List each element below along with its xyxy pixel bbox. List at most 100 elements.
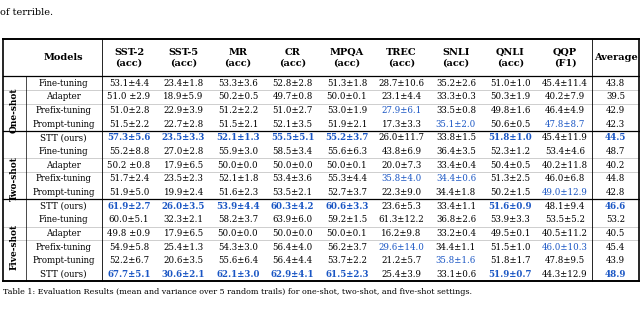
- Text: 40.5±11.2: 40.5±11.2: [542, 229, 588, 238]
- Text: 44.3±12.9: 44.3±12.9: [542, 270, 588, 279]
- Text: 54.3±3.0: 54.3±3.0: [218, 242, 258, 252]
- Text: 27.0±2.8: 27.0±2.8: [163, 147, 204, 156]
- Text: 45.4: 45.4: [606, 242, 625, 252]
- Text: 51.5±2.2: 51.5±2.2: [109, 120, 149, 129]
- Text: 51.0±1.0: 51.0±1.0: [490, 79, 531, 88]
- Text: MPQA
(acc): MPQA (acc): [330, 48, 364, 67]
- Text: 42.9: 42.9: [606, 106, 625, 115]
- Text: 47.8±9.5: 47.8±9.5: [545, 256, 585, 265]
- Text: 53.9±4.4: 53.9±4.4: [216, 202, 260, 211]
- Text: 53.3±3.6: 53.3±3.6: [218, 79, 258, 88]
- Text: 19.9±2.4: 19.9±2.4: [163, 188, 204, 197]
- Text: 44.8: 44.8: [606, 174, 625, 183]
- Text: 26.0±11.7: 26.0±11.7: [378, 133, 424, 142]
- Text: 17.3±3.3: 17.3±3.3: [381, 120, 421, 129]
- Text: STT (ours): STT (ours): [40, 270, 87, 279]
- Text: Table 1: Evaluation Results (mean and variance over 5 random trails) for one-sho: Table 1: Evaluation Results (mean and va…: [3, 288, 472, 296]
- Text: Two-shot: Two-shot: [10, 156, 19, 201]
- Text: 46.0±10.3: 46.0±10.3: [542, 242, 588, 252]
- Text: 48.1±9.4: 48.1±9.4: [545, 202, 585, 211]
- Text: 44.5: 44.5: [605, 133, 626, 142]
- Text: Adapter: Adapter: [46, 161, 81, 170]
- Text: 55.6±6.4: 55.6±6.4: [218, 256, 258, 265]
- Text: Models: Models: [44, 53, 83, 62]
- Text: 51.3±2.5: 51.3±2.5: [490, 174, 531, 183]
- Text: 35.8±1.6: 35.8±1.6: [436, 256, 476, 265]
- Text: 51.6±2.3: 51.6±2.3: [218, 188, 258, 197]
- Text: 40.2±7.9: 40.2±7.9: [545, 92, 585, 101]
- Text: 33.2±0.4: 33.2±0.4: [436, 229, 476, 238]
- Text: 50.2±1.5: 50.2±1.5: [490, 188, 531, 197]
- Text: 51.2±2.2: 51.2±2.2: [218, 106, 258, 115]
- Text: 60.6±3.3: 60.6±3.3: [325, 202, 369, 211]
- Text: 23.6±5.3: 23.6±5.3: [381, 202, 421, 211]
- Text: Prompt-tuning: Prompt-tuning: [33, 256, 95, 265]
- Text: 43.8: 43.8: [606, 79, 625, 88]
- Text: 35.1±2.0: 35.1±2.0: [436, 120, 476, 129]
- Text: 55.6±6.3: 55.6±6.3: [327, 147, 367, 156]
- Text: 25.4±1.3: 25.4±1.3: [163, 242, 204, 252]
- Text: 60.0±5.1: 60.0±5.1: [109, 215, 149, 224]
- Text: 46.4±4.9: 46.4±4.9: [545, 106, 585, 115]
- Text: 56.4±4.0: 56.4±4.0: [273, 242, 312, 252]
- Text: 49.0±12.9: 49.0±12.9: [542, 188, 588, 197]
- Text: 33.4±0.4: 33.4±0.4: [436, 161, 476, 170]
- Text: 51.9±5.0: 51.9±5.0: [109, 188, 149, 197]
- Text: 61.3±12.2: 61.3±12.2: [379, 215, 424, 224]
- Text: 40.5: 40.5: [606, 229, 625, 238]
- Text: 58.2±3.7: 58.2±3.7: [218, 215, 258, 224]
- Text: 52.1±1.8: 52.1±1.8: [218, 174, 259, 183]
- Text: 50.0±0.0: 50.0±0.0: [272, 229, 313, 238]
- Text: 51.5±1.0: 51.5±1.0: [490, 242, 531, 252]
- Text: 50.4±0.5: 50.4±0.5: [490, 161, 531, 170]
- Text: 49.8 ±0.9: 49.8 ±0.9: [108, 229, 150, 238]
- Text: 51.9±0.7: 51.9±0.7: [489, 270, 532, 279]
- Text: 36.8±2.6: 36.8±2.6: [436, 215, 476, 224]
- Text: 34.4±1.8: 34.4±1.8: [436, 188, 476, 197]
- Text: 33.3±0.3: 33.3±0.3: [436, 92, 476, 101]
- Text: 50.2 ±0.8: 50.2 ±0.8: [108, 161, 150, 170]
- Text: 50.6±0.5: 50.6±0.5: [490, 120, 531, 129]
- Text: Fine-tuning: Fine-tuning: [39, 147, 88, 156]
- Text: 33.8±1.5: 33.8±1.5: [436, 133, 476, 142]
- Text: 53.5±5.2: 53.5±5.2: [545, 215, 585, 224]
- Text: 56.4±4.4: 56.4±4.4: [273, 256, 312, 265]
- Text: 56.2±3.7: 56.2±3.7: [327, 242, 367, 252]
- Text: 23.1±4.4: 23.1±4.4: [381, 92, 422, 101]
- Text: 50.0±0.1: 50.0±0.1: [326, 92, 367, 101]
- Text: 28.7±10.6: 28.7±10.6: [378, 79, 424, 88]
- Text: 34.4±0.6: 34.4±0.6: [436, 174, 476, 183]
- Text: 55.2±3.7: 55.2±3.7: [325, 133, 369, 142]
- Text: 48.9: 48.9: [605, 270, 626, 279]
- Text: Fine-tuning: Fine-tuning: [39, 215, 88, 224]
- Text: 40.2: 40.2: [606, 161, 625, 170]
- Text: 51.8±1.0: 51.8±1.0: [488, 133, 532, 142]
- Text: SST-2
(acc): SST-2 (acc): [114, 48, 144, 67]
- Text: 33.1±0.6: 33.1±0.6: [436, 270, 476, 279]
- Text: 35.2±2.6: 35.2±2.6: [436, 79, 476, 88]
- Text: Average: Average: [594, 53, 637, 62]
- Text: 34.4±1.1: 34.4±1.1: [436, 242, 476, 252]
- Text: QQP
(F1): QQP (F1): [553, 48, 577, 67]
- Text: STT (ours): STT (ours): [40, 133, 87, 142]
- Text: MR
(acc): MR (acc): [225, 48, 252, 67]
- Text: 23.5±3.3: 23.5±3.3: [162, 133, 205, 142]
- Text: 52.3±1.2: 52.3±1.2: [490, 147, 531, 156]
- Text: 47.8±8.7: 47.8±8.7: [545, 120, 585, 129]
- Text: 54.9±5.8: 54.9±5.8: [109, 242, 149, 252]
- Text: 63.9±6.0: 63.9±6.0: [273, 215, 312, 224]
- Text: 53.9±3.3: 53.9±3.3: [491, 215, 531, 224]
- Text: 50.2±0.5: 50.2±0.5: [218, 92, 258, 101]
- Text: Prefix-tuning: Prefix-tuning: [36, 174, 92, 183]
- Text: 27.9±6.1: 27.9±6.1: [381, 106, 422, 115]
- Text: 51.9±2.1: 51.9±2.1: [327, 120, 367, 129]
- Text: 51.0 ±2.9: 51.0 ±2.9: [108, 92, 150, 101]
- Text: Adapter: Adapter: [46, 92, 81, 101]
- Text: 53.4±4.6: 53.4±4.6: [545, 147, 585, 156]
- Text: 55.3±4.4: 55.3±4.4: [327, 174, 367, 183]
- Text: QNLI
(acc): QNLI (acc): [496, 48, 525, 67]
- Text: 43.9: 43.9: [606, 256, 625, 265]
- Text: 18.9±5.9: 18.9±5.9: [163, 92, 204, 101]
- Text: 46.6: 46.6: [605, 202, 626, 211]
- Text: 52.8±2.8: 52.8±2.8: [273, 79, 313, 88]
